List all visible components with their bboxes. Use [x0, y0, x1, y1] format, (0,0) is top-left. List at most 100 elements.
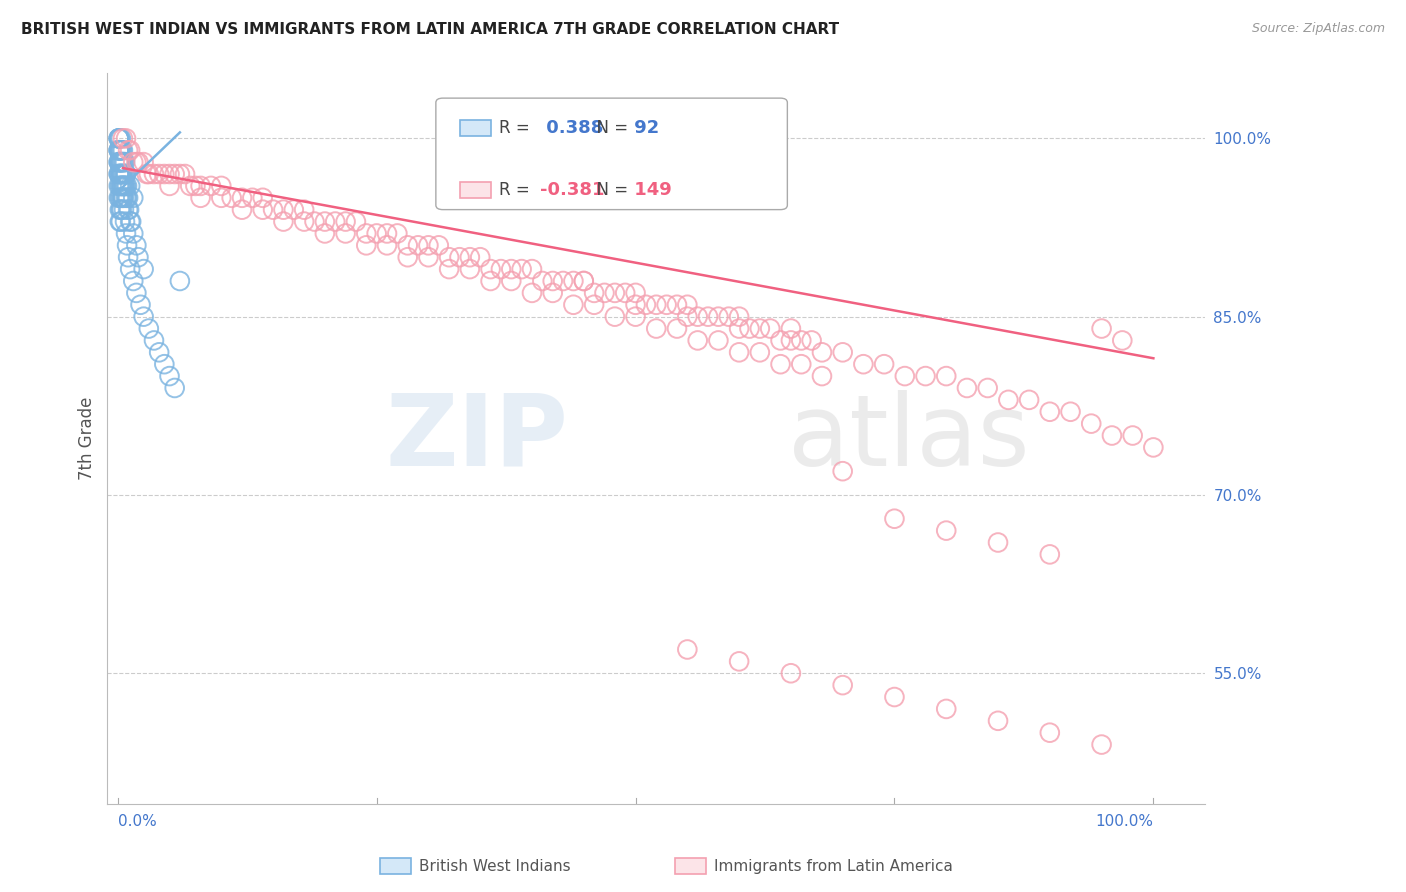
- Point: [323, 214, 346, 228]
- Point: [406, 238, 429, 252]
- Point: [624, 310, 647, 324]
- Point: [148, 345, 170, 359]
- Point: [138, 321, 160, 335]
- Point: [593, 285, 616, 300]
- Point: [115, 178, 138, 193]
- Point: [769, 357, 792, 371]
- Point: [110, 167, 132, 181]
- Point: [603, 310, 626, 324]
- Point: [200, 178, 222, 193]
- Point: [111, 143, 134, 157]
- Text: R =: R =: [499, 181, 536, 199]
- Text: 0.388: 0.388: [540, 120, 603, 137]
- Point: [470, 250, 492, 264]
- Y-axis label: 7th Grade: 7th Grade: [79, 397, 96, 480]
- Point: [107, 178, 129, 193]
- Point: [159, 167, 181, 181]
- Point: [356, 227, 378, 241]
- Point: [1059, 405, 1081, 419]
- Point: [935, 702, 957, 716]
- Point: [110, 202, 132, 217]
- Point: [418, 250, 440, 264]
- Point: [831, 464, 853, 478]
- Point: [665, 321, 688, 335]
- Point: [614, 285, 637, 300]
- Point: [107, 131, 129, 145]
- Point: [427, 238, 450, 252]
- Point: [127, 250, 149, 264]
- Point: [800, 334, 823, 348]
- Point: [262, 202, 284, 217]
- Point: [108, 191, 131, 205]
- Point: [790, 334, 813, 348]
- Text: BRITISH WEST INDIAN VS IMMIGRANTS FROM LATIN AMERICA 7TH GRADE CORRELATION CHART: BRITISH WEST INDIAN VS IMMIGRANTS FROM L…: [21, 22, 839, 37]
- Point: [356, 238, 378, 252]
- Point: [634, 298, 657, 312]
- Point: [125, 155, 148, 169]
- Text: Immigrants from Latin America: Immigrants from Latin America: [714, 859, 953, 873]
- Point: [645, 321, 668, 335]
- Text: R =: R =: [499, 120, 536, 137]
- Point: [179, 178, 201, 193]
- Point: [169, 274, 191, 288]
- Point: [396, 250, 419, 264]
- Point: [122, 155, 145, 169]
- Point: [159, 178, 181, 193]
- Point: [769, 334, 792, 348]
- Point: [366, 227, 388, 241]
- Point: [111, 131, 134, 145]
- Point: [111, 155, 134, 169]
- Point: [190, 191, 212, 205]
- Point: [115, 131, 138, 145]
- Point: [112, 202, 135, 217]
- Point: [107, 155, 129, 169]
- Point: [914, 369, 936, 384]
- Point: [240, 191, 263, 205]
- Point: [129, 298, 152, 312]
- Point: [122, 274, 145, 288]
- Point: [115, 191, 138, 205]
- Point: [449, 250, 471, 264]
- Point: [956, 381, 979, 395]
- Point: [108, 202, 131, 217]
- Point: [686, 334, 709, 348]
- Point: [122, 227, 145, 241]
- Point: [107, 143, 129, 157]
- Point: [697, 310, 720, 324]
- Point: [120, 214, 142, 228]
- Point: [273, 202, 295, 217]
- Point: [314, 227, 336, 241]
- Point: [231, 202, 253, 217]
- Point: [624, 285, 647, 300]
- Point: [541, 285, 564, 300]
- Point: [132, 262, 155, 277]
- Point: [111, 178, 134, 193]
- Point: [209, 191, 232, 205]
- Point: [117, 250, 139, 264]
- Point: [780, 334, 803, 348]
- Point: [748, 345, 770, 359]
- Point: [143, 167, 166, 181]
- Point: [811, 369, 834, 384]
- Point: [107, 155, 129, 169]
- Point: [111, 202, 134, 217]
- Point: [780, 321, 803, 335]
- Point: [335, 227, 357, 241]
- Point: [437, 250, 460, 264]
- Point: [728, 345, 751, 359]
- Point: [883, 690, 905, 704]
- Point: [110, 155, 132, 169]
- Point: [115, 238, 138, 252]
- Point: [111, 191, 134, 205]
- Point: [707, 334, 730, 348]
- Point: [108, 214, 131, 228]
- Point: [114, 178, 136, 193]
- Text: 0.0%: 0.0%: [118, 814, 156, 829]
- Point: [111, 167, 134, 181]
- Point: [1090, 321, 1112, 335]
- Point: [107, 191, 129, 205]
- Point: [645, 298, 668, 312]
- Point: [997, 392, 1019, 407]
- Point: [894, 369, 917, 384]
- Point: [110, 167, 132, 181]
